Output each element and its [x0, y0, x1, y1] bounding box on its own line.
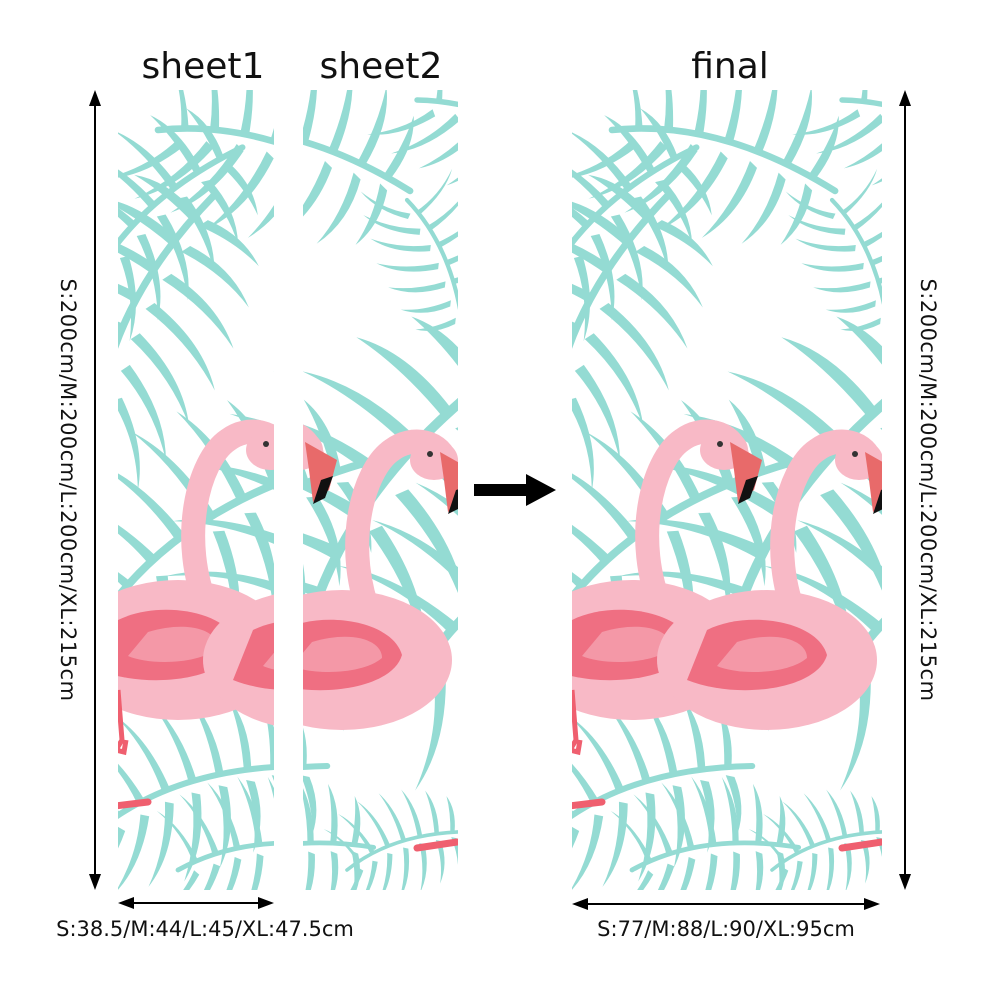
sheet2-title: sheet2 [319, 46, 443, 87]
final-title: final [691, 46, 769, 87]
final-width-label: S:77/M:88/L:90/XL:95cm [597, 917, 855, 941]
final-panel [572, 90, 882, 890]
sheet1-panel [118, 90, 274, 890]
combine-right-arrow-icon [474, 474, 556, 506]
sheet1-title: sheet1 [141, 46, 265, 87]
final-width-arrow-icon [572, 898, 880, 910]
height-arrow-right-icon [899, 90, 911, 890]
height-label-left: S:200cm/M:200cm/L:200cm/XL:215cm [56, 278, 80, 702]
sheet-width-arrow-icon [118, 897, 274, 909]
sheet-width-label: S:38.5/M:44/L:45/XL:47.5cm [56, 917, 354, 941]
sheet2-panel [303, 90, 458, 890]
height-label-right: S:200cm/M:200cm/L:200cm/XL:215cm [916, 278, 940, 702]
height-arrow-left-icon [89, 90, 101, 890]
